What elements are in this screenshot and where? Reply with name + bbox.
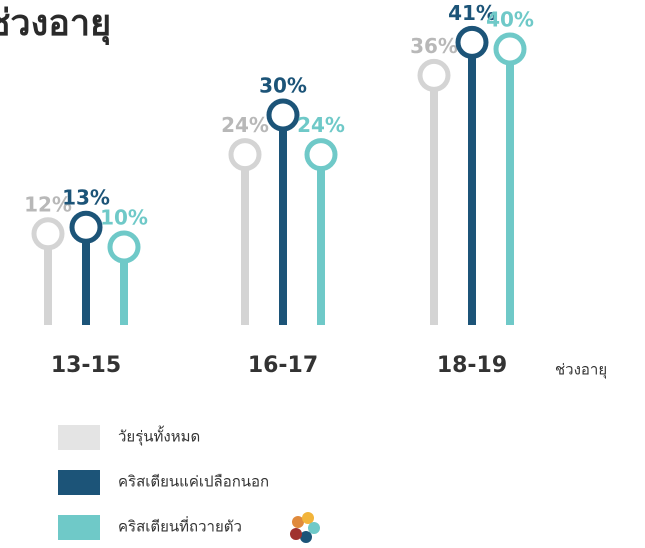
- stem: [506, 63, 514, 325]
- chart-title: ช่วงอายุ: [0, 2, 111, 46]
- stem: [44, 247, 52, 325]
- value-label: 36%: [410, 34, 458, 58]
- stem: [279, 129, 287, 325]
- legend-label: วัยรุ่นทั้งหมด: [118, 426, 200, 447]
- x-tick-label: 16-17: [248, 353, 318, 378]
- stem: [120, 261, 128, 325]
- stem: [468, 56, 476, 326]
- dot: [304, 138, 338, 172]
- dot: [107, 230, 141, 264]
- dot: [417, 58, 451, 92]
- x-tick-label: 13-15: [51, 353, 121, 378]
- dot: [493, 32, 527, 66]
- logo-icon: [290, 512, 320, 543]
- dot: [266, 98, 300, 132]
- value-label: 13%: [62, 186, 110, 210]
- value-label: 30%: [259, 74, 307, 98]
- value-label: 24%: [221, 113, 269, 137]
- x-tick-label: 18-19: [437, 353, 507, 378]
- stem: [430, 89, 438, 326]
- legend-label: คริสเตียนแค่เปลือกนอก: [118, 473, 269, 491]
- dot: [228, 138, 262, 172]
- stem: [317, 168, 325, 325]
- dot: [31, 217, 65, 251]
- legend-swatch: [58, 425, 100, 450]
- legend-label: คริสเตียนที่ถวายตัว: [118, 516, 242, 536]
- x-axis-label: ช่วงอายุ: [555, 361, 607, 380]
- stem: [82, 241, 90, 325]
- value-label: 41%: [448, 1, 496, 25]
- value-label: 12%: [24, 192, 72, 216]
- dot: [455, 25, 489, 59]
- dot: [69, 210, 103, 244]
- value-label: 40%: [486, 8, 534, 32]
- value-label: 24%: [297, 113, 345, 137]
- legend-swatch: [58, 515, 100, 540]
- stem: [241, 168, 249, 325]
- value-label: 10%: [100, 206, 148, 230]
- legend-swatch: [58, 470, 100, 495]
